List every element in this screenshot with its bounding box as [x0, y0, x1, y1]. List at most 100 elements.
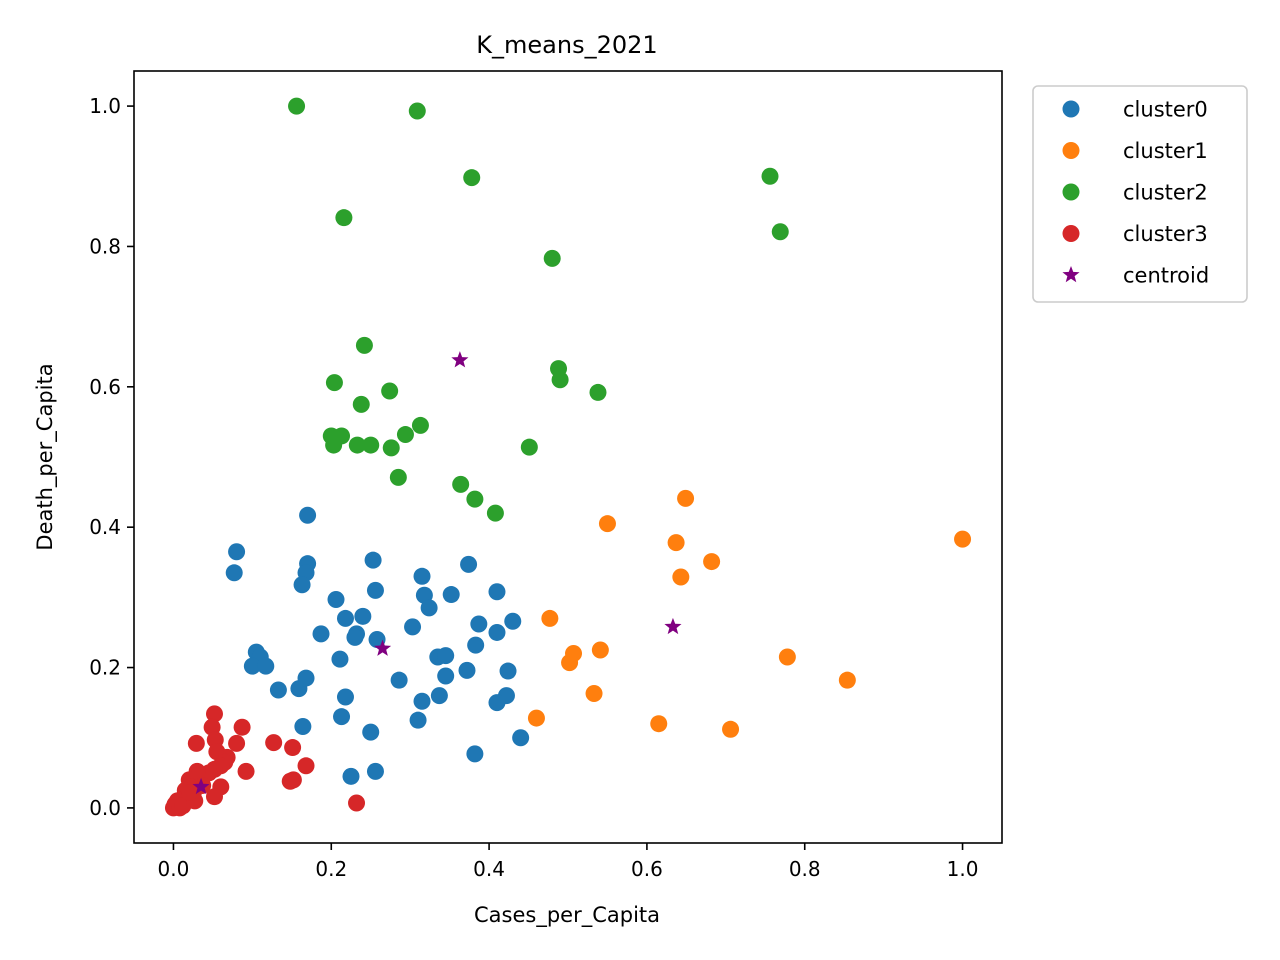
legend-marker-icon	[1062, 100, 1080, 118]
cluster0-point	[437, 667, 455, 685]
cluster2-point	[520, 438, 538, 456]
plot-frame	[133, 70, 1003, 844]
cluster0-point	[228, 543, 246, 561]
cluster2-point	[411, 416, 429, 434]
cluster0-point	[390, 671, 408, 689]
cluster1-point	[677, 489, 695, 507]
cluster0-point	[362, 723, 380, 741]
cluster0-point	[466, 745, 484, 763]
x-axis: 0.0 0.2 0.4 0.6 0.8 1.0	[158, 843, 979, 881]
cluster0-point	[342, 767, 360, 785]
y-tick-label: 1.0	[89, 94, 121, 118]
cluster3-point	[205, 788, 223, 806]
cluster3-point	[281, 772, 299, 790]
cluster3-point	[265, 734, 283, 752]
cluster2-point	[335, 209, 353, 227]
legend-frame	[1032, 85, 1248, 303]
cluster2-point	[396, 426, 414, 444]
x-tick-label: 0.6	[631, 857, 663, 881]
series-cluster3	[164, 705, 366, 817]
cluster0-point	[430, 687, 448, 705]
x-tick-label: 0.2	[315, 857, 347, 881]
x-axis-label: Cases_per_Capita	[474, 903, 660, 928]
cluster0-point	[336, 609, 354, 627]
cluster0-point	[331, 650, 349, 668]
centroid-marker	[192, 777, 210, 795]
x-tick-label: 0.4	[473, 857, 505, 881]
legend-item-cluster3: cluster3	[1062, 222, 1208, 246]
cluster1-point	[541, 609, 559, 627]
legend-marker-icon	[1062, 225, 1080, 242]
x-tick-label: 1.0	[947, 857, 979, 881]
cluster2-point	[452, 475, 470, 493]
cluster1-point	[591, 641, 609, 659]
cluster2-point	[589, 383, 607, 401]
cluster2-point	[382, 439, 400, 457]
cluster0-point	[460, 555, 478, 573]
cluster0-point	[299, 506, 317, 524]
legend-item-cluster0: cluster0	[1062, 98, 1208, 122]
cluster0-point	[442, 586, 460, 604]
legend-label: cluster0	[1123, 98, 1208, 122]
cluster1-point	[650, 715, 668, 733]
cluster2-point	[381, 382, 399, 400]
x-tick-label: 0.0	[158, 857, 190, 881]
cluster1-point	[954, 530, 972, 548]
legend-item-cluster1: cluster1	[1062, 139, 1208, 163]
cluster0-point	[404, 618, 422, 636]
cluster0-point	[364, 551, 382, 569]
cluster0-point	[297, 669, 315, 687]
legend-item-centroid: centroid	[1062, 264, 1209, 288]
y-axis-label: Death_per_Capita	[33, 363, 58, 550]
cluster3-point	[187, 734, 205, 752]
y-tick-label: 0.4	[89, 515, 121, 539]
cluster0-point	[294, 717, 312, 735]
cluster0-point	[488, 623, 506, 641]
legend-item-cluster2: cluster2	[1062, 181, 1208, 205]
cluster1-point	[672, 568, 690, 586]
legend-star-icon	[1062, 266, 1080, 283]
cluster3-point	[228, 734, 246, 752]
legend-label: centroid	[1123, 264, 1209, 288]
cluster2-point	[352, 395, 370, 413]
cluster1-point	[527, 709, 545, 727]
cluster3-point	[205, 705, 223, 723]
cluster2-point	[551, 371, 569, 389]
cluster3-point	[297, 757, 315, 775]
cluster0-point	[413, 567, 431, 585]
y-axis: 0.0 0.2 0.4 0.6 0.8 1.0	[89, 94, 134, 820]
cluster0-point	[420, 599, 438, 617]
cluster0-point	[409, 711, 427, 729]
cluster1-point	[722, 720, 740, 738]
y-tick-label: 0.2	[89, 656, 121, 680]
series-cluster1	[527, 489, 972, 738]
legend-marker-icon	[1062, 142, 1080, 159]
y-tick-label: 0.0	[89, 796, 121, 820]
cluster3-point	[284, 739, 302, 757]
cluster2-point	[362, 436, 380, 454]
cluster0-point	[327, 590, 345, 608]
cluster0-point	[293, 576, 311, 594]
cluster0-point	[366, 581, 384, 599]
cluster1-point	[703, 553, 721, 571]
cluster0-point	[312, 625, 330, 643]
cluster0-point	[488, 694, 506, 712]
cluster2-point	[408, 102, 426, 120]
cluster2-point	[325, 436, 343, 454]
cluster0-point	[354, 607, 372, 625]
cluster0-point	[346, 628, 364, 646]
cluster2-point	[761, 167, 779, 185]
cluster0-point	[225, 564, 243, 582]
cluster2-point	[325, 374, 343, 392]
legend-label: cluster1	[1123, 139, 1208, 163]
cluster0-point	[366, 762, 384, 780]
series-centroid	[192, 351, 682, 795]
cluster0-point	[437, 647, 455, 665]
cluster0-point	[257, 657, 275, 675]
y-tick-label: 0.6	[89, 375, 121, 399]
cluster3-point	[237, 762, 255, 780]
centroid-marker	[664, 617, 682, 635]
cluster1-point	[598, 515, 616, 533]
cluster0-point	[269, 681, 287, 699]
cluster1-point	[778, 648, 796, 666]
